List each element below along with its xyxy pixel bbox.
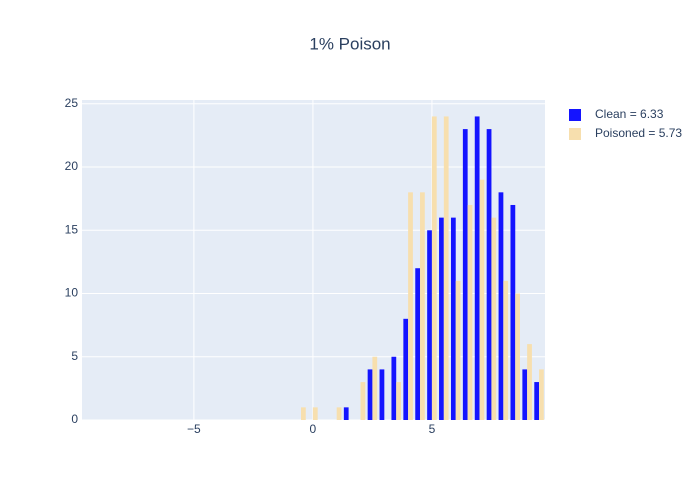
bar [515,293,521,420]
bar [301,407,306,420]
bar [336,407,342,420]
bar [420,192,425,420]
bar [462,129,468,420]
bar [360,382,366,420]
y-tick-label: 15 [65,222,79,236]
bar [491,217,497,420]
y-tick-label: 0 [71,412,78,426]
legend-label[interactable]: Poisoned = 5.73 [595,126,682,140]
bar [510,204,516,420]
x-tick-label: 5 [429,422,436,436]
bar [534,382,540,420]
bar [431,116,437,420]
bar [391,356,397,420]
bar [408,192,413,420]
legend-label[interactable]: Clean = 6.33 [595,107,664,121]
y-tick-label: 10 [65,286,79,300]
y-tick-label: 20 [65,159,79,173]
x-tick-label: 0 [310,422,317,436]
bar [479,179,485,420]
bar [474,116,480,420]
bar [498,192,504,420]
x-tick-label: −5 [187,422,201,436]
bar [486,129,492,420]
chart-title: 1% Poison [309,34,390,53]
bar [372,356,378,420]
y-tick-label: 25 [65,96,79,110]
bar [415,268,421,420]
legend-swatch[interactable] [569,109,581,121]
bar [539,369,544,420]
bar [343,407,349,420]
bar [527,344,532,420]
bar [443,116,449,420]
bar [503,280,509,420]
bar [312,407,318,420]
bar [522,369,528,420]
bar [450,217,456,420]
bar [403,318,409,420]
legend-swatch[interactable] [569,128,581,140]
bar [396,382,401,420]
bar [427,230,432,420]
bar [467,204,473,420]
bar [455,280,461,420]
bar [439,217,444,420]
bar [367,369,373,420]
y-tick-label: 5 [71,349,78,363]
bar [379,369,385,420]
